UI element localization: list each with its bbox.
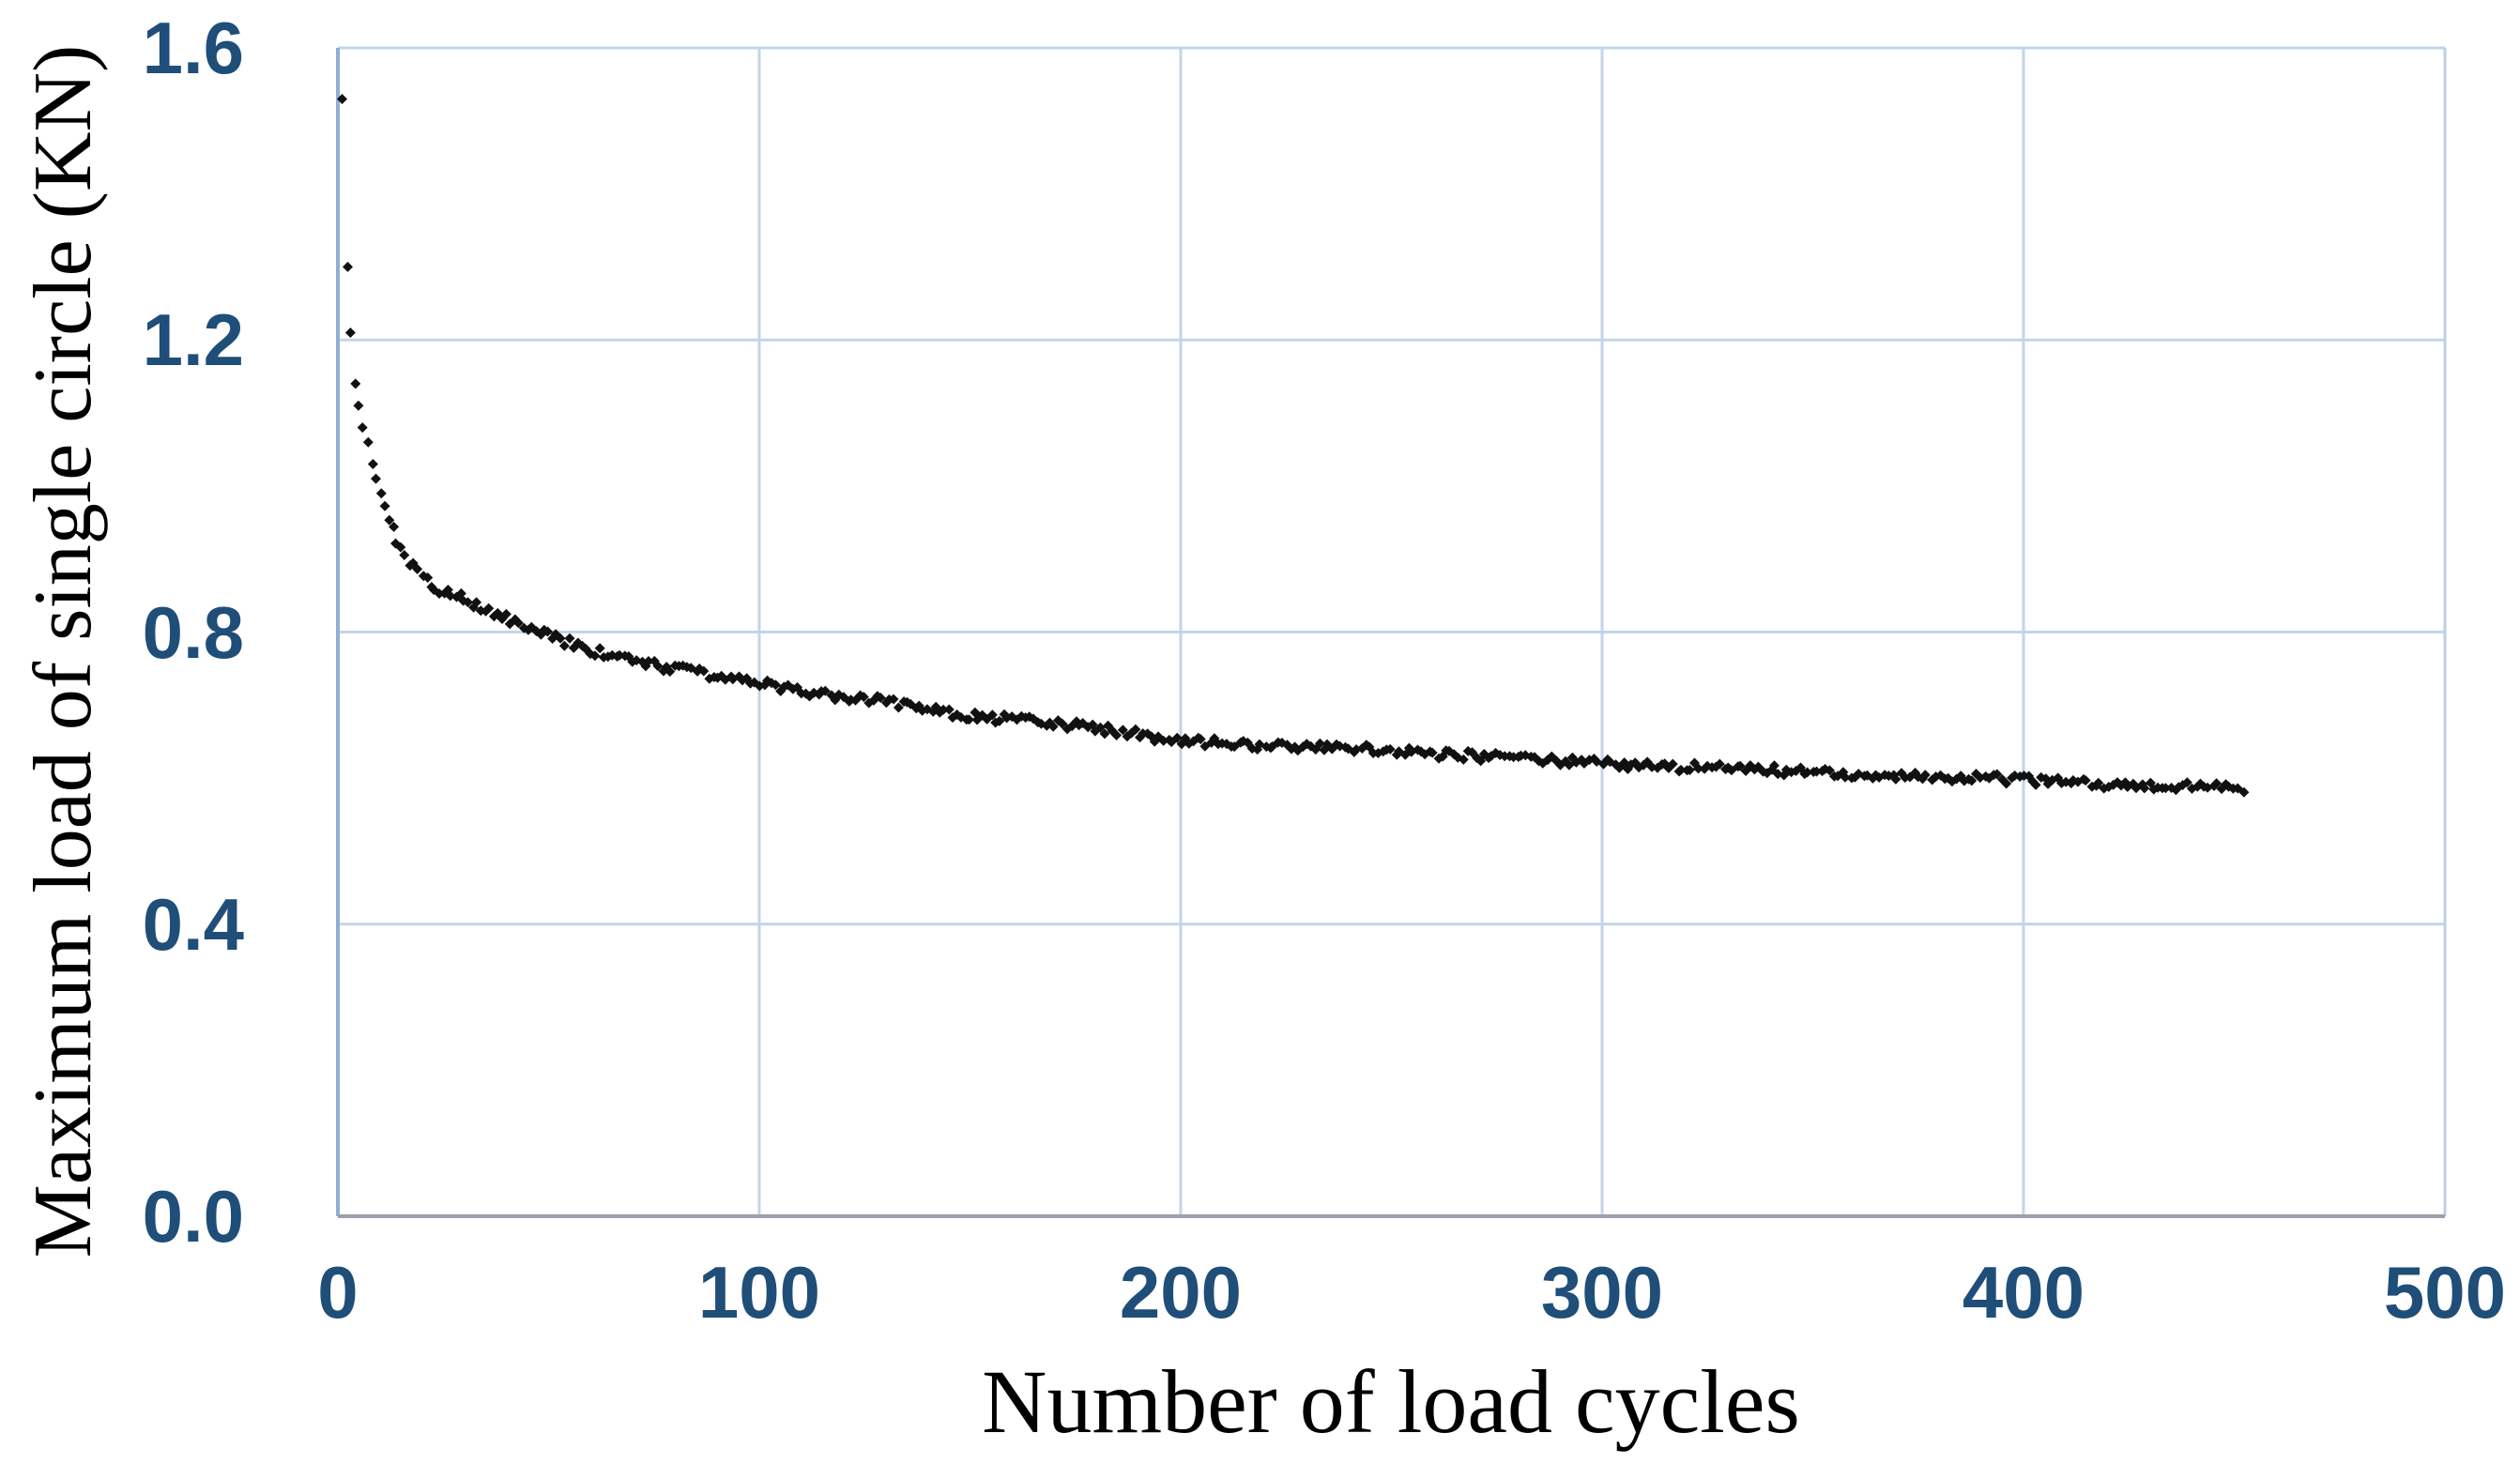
x-tick-label: 0: [317, 1251, 359, 1334]
x-tick-label: 500: [2383, 1251, 2507, 1334]
x-tick-label: 300: [1540, 1251, 1664, 1334]
y-tick-label: 0.4: [142, 882, 244, 966]
y-tick-label: 0.8: [142, 590, 244, 674]
x-tick-label: 100: [697, 1251, 821, 1334]
x-tick-label: 200: [1119, 1251, 1243, 1334]
y-tick-label: 0.0: [142, 1175, 244, 1258]
data-point-series: [337, 94, 2250, 798]
y-tick-label: 1.6: [142, 7, 244, 89]
x-axis-title: Number of load cycles: [982, 1351, 1800, 1452]
y-tick-label: 1.2: [142, 298, 244, 382]
x-tick-label: 400: [1962, 1251, 2085, 1334]
